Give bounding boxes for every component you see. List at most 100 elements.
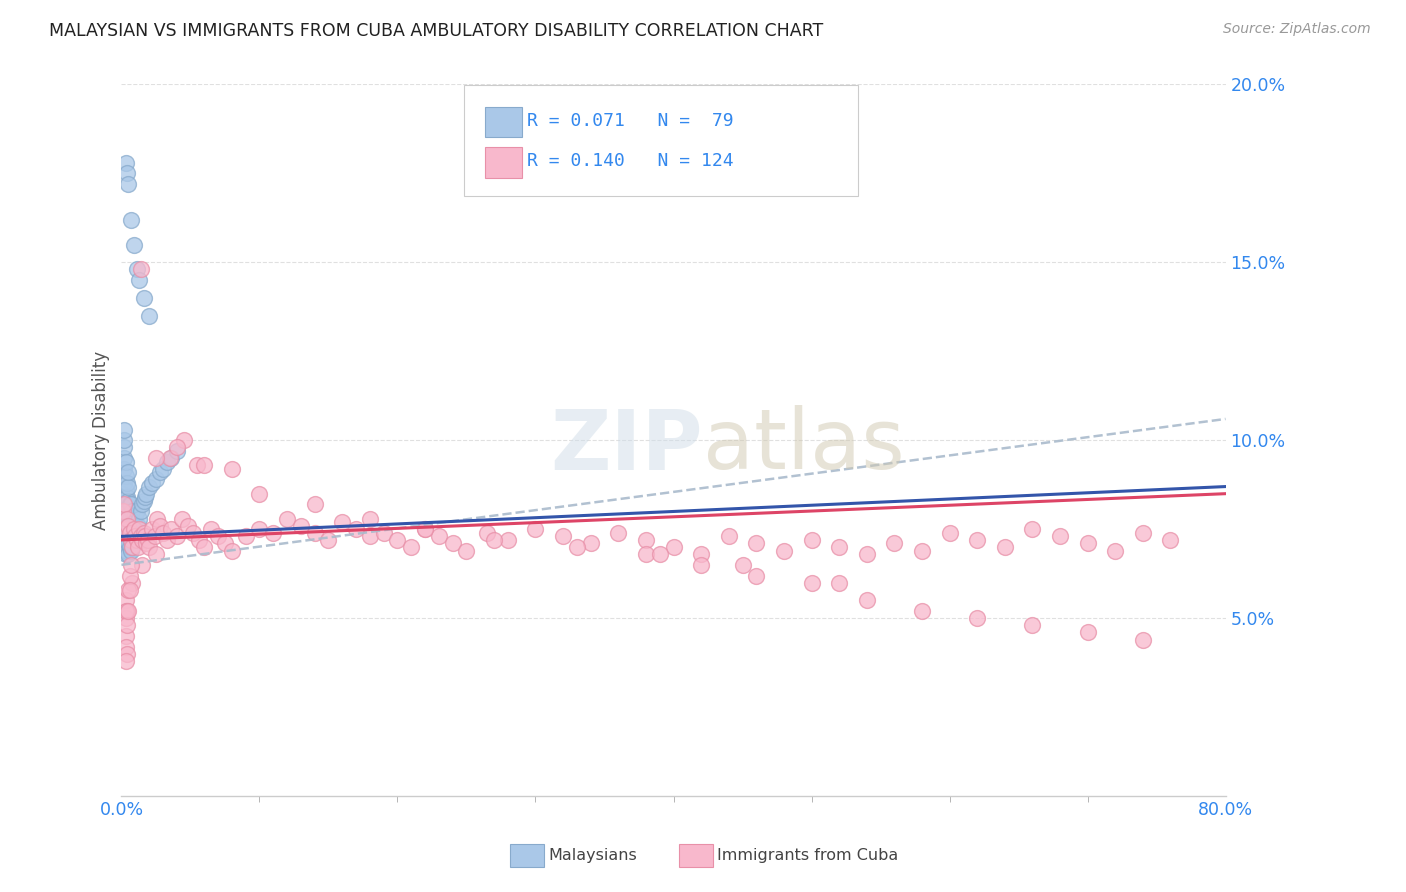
Point [304, 525, 326, 540]
Point [114, 547, 136, 561]
Point [125, 525, 148, 540]
Point [122, 533, 145, 547]
Point [114, 493, 136, 508]
Text: R = 0.071   N =  79: R = 0.071 N = 79 [527, 112, 734, 130]
Point [166, 441, 188, 455]
Point [134, 529, 156, 543]
Point [117, 536, 139, 550]
Point [344, 522, 367, 536]
Point [111, 533, 134, 547]
Point [117, 508, 139, 522]
Point [114, 593, 136, 607]
Point [690, 558, 713, 572]
Point [318, 533, 340, 547]
Point [114, 469, 136, 483]
Point [145, 451, 167, 466]
Point [221, 543, 243, 558]
Point [117, 582, 139, 597]
Point [121, 522, 143, 536]
Point [387, 533, 409, 547]
Point [122, 515, 145, 529]
Point [124, 529, 146, 543]
Point [828, 540, 851, 554]
Point [121, 504, 143, 518]
Point [1049, 529, 1071, 543]
Point [773, 543, 796, 558]
Point [456, 543, 478, 558]
Point [938, 525, 960, 540]
Point [166, 444, 188, 458]
Point [276, 511, 298, 525]
Point [401, 540, 423, 554]
Point [855, 593, 877, 607]
Point [249, 522, 271, 536]
Point [145, 472, 167, 486]
Point [138, 540, 160, 554]
Point [731, 558, 754, 572]
Point [114, 629, 136, 643]
Point [115, 166, 138, 180]
Point [359, 511, 381, 525]
Text: Malaysians: Malaysians [548, 848, 637, 863]
Point [114, 604, 136, 618]
Point [330, 515, 353, 529]
Point [117, 493, 139, 508]
Point [124, 508, 146, 522]
Point [1021, 618, 1043, 632]
Point [112, 451, 135, 466]
Point [114, 525, 136, 540]
Point [129, 504, 152, 518]
Point [855, 547, 877, 561]
Point [114, 522, 136, 536]
Point [193, 458, 215, 473]
Point [200, 522, 222, 536]
Point [149, 518, 172, 533]
Point [156, 533, 179, 547]
Point [112, 441, 135, 455]
Point [115, 511, 138, 525]
Point [114, 640, 136, 654]
Point [118, 497, 141, 511]
Point [1159, 533, 1181, 547]
Point [966, 611, 988, 625]
Point [413, 522, 436, 536]
Point [120, 515, 142, 529]
Point [966, 533, 988, 547]
Point [117, 479, 139, 493]
Point [496, 533, 519, 547]
Point [112, 504, 135, 518]
Point [115, 475, 138, 490]
Point [373, 525, 395, 540]
Point [132, 291, 155, 305]
Point [111, 486, 134, 500]
Point [122, 522, 145, 536]
Point [114, 155, 136, 169]
Point [117, 522, 139, 536]
Point [800, 575, 823, 590]
Point [131, 533, 153, 547]
Point [115, 618, 138, 632]
Point [112, 490, 135, 504]
Point [173, 434, 195, 448]
Point [118, 525, 141, 540]
Point [262, 525, 284, 540]
Point [132, 525, 155, 540]
Point [136, 533, 159, 547]
Point [128, 522, 150, 536]
Point [129, 262, 152, 277]
Point [114, 654, 136, 668]
Point [565, 540, 588, 554]
Point [117, 466, 139, 480]
Point [117, 604, 139, 618]
Point [193, 540, 215, 554]
Point [149, 466, 172, 480]
Text: atlas: atlas [703, 406, 904, 486]
Point [482, 533, 505, 547]
Point [1021, 522, 1043, 536]
Point [828, 575, 851, 590]
Point [186, 458, 208, 473]
Point [118, 511, 141, 525]
Text: MALAYSIAN VS IMMIGRANTS FROM CUBA AMBULATORY DISABILITY CORRELATION CHART: MALAYSIAN VS IMMIGRANTS FROM CUBA AMBULA… [49, 22, 824, 40]
Point [1077, 536, 1099, 550]
Point [115, 604, 138, 618]
